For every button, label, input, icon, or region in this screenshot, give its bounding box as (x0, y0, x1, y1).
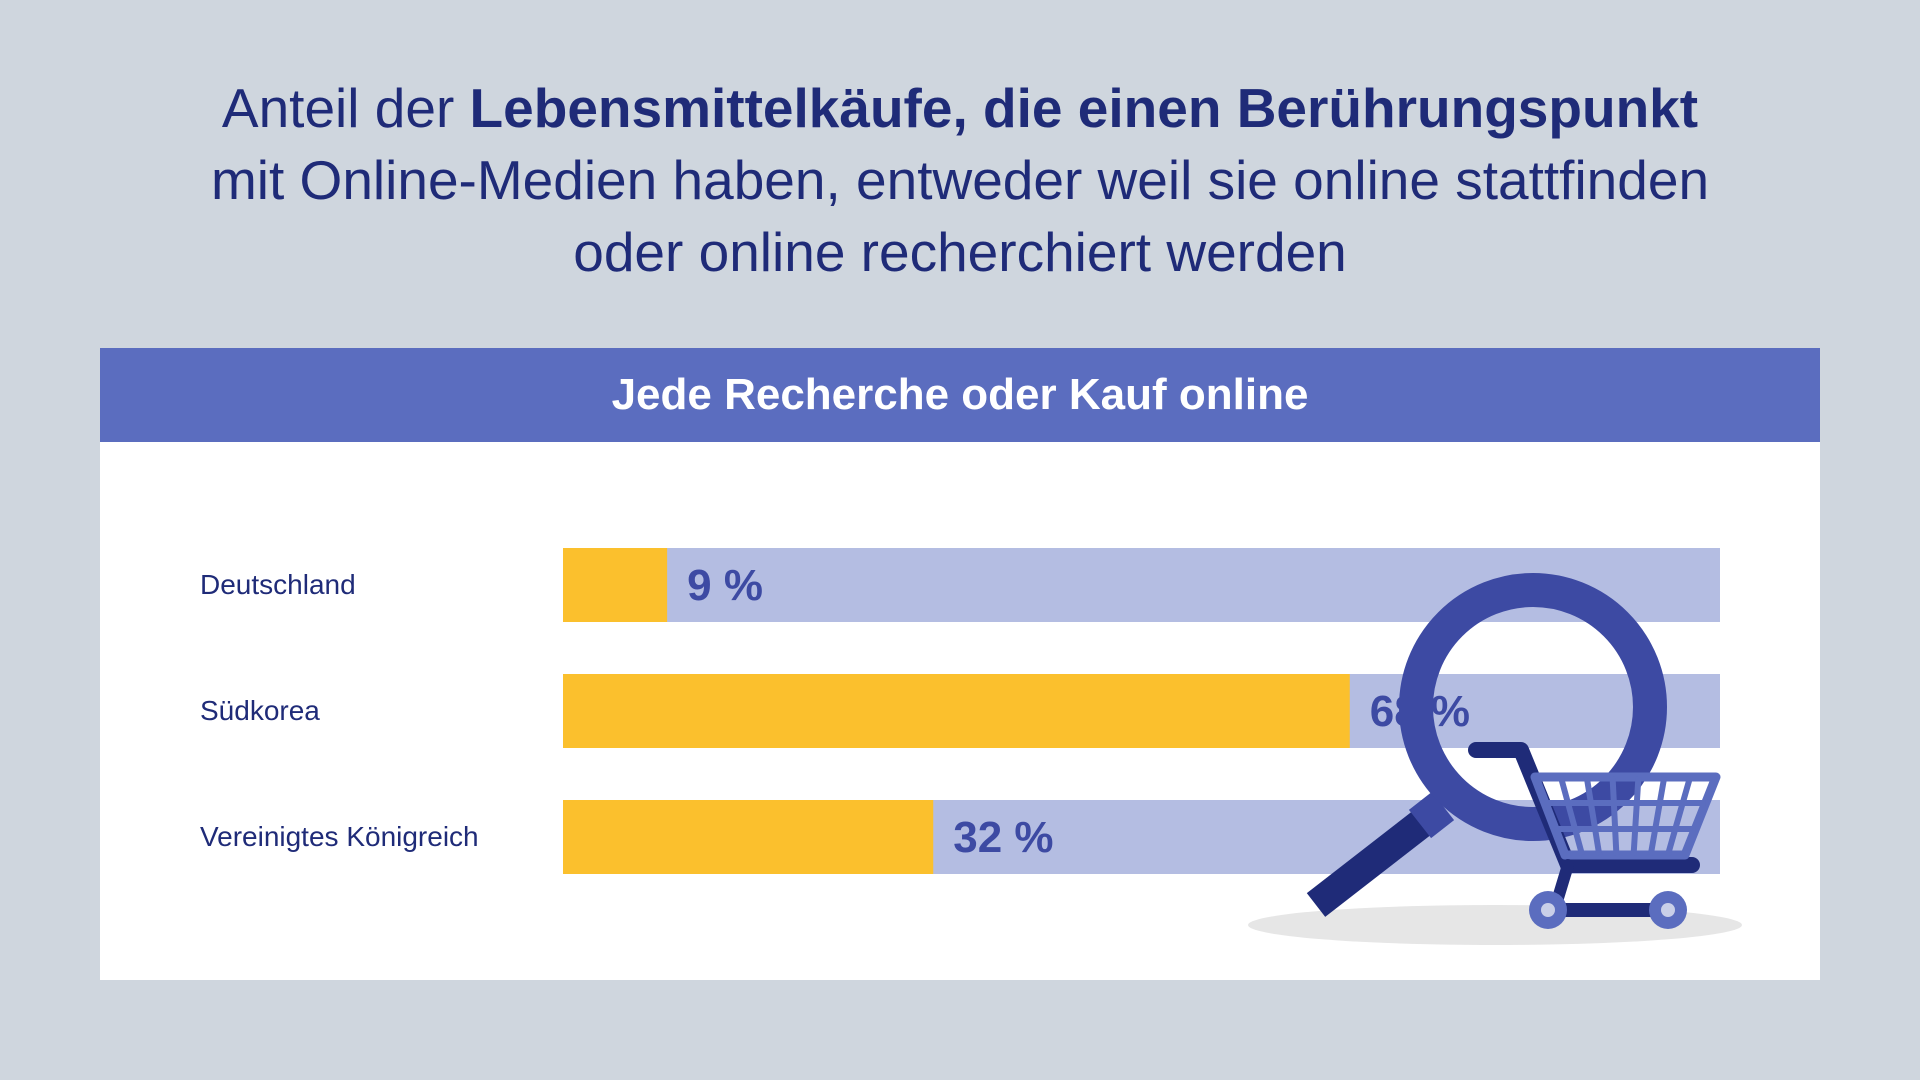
cart-basket-rib (1647, 776, 1668, 856)
magnifier-lens (1399, 573, 1667, 841)
bars-group: Deutschland 9 %Südkorea 68 %Vereinigtes Kö… (200, 548, 1720, 874)
data-label: 32 % (953, 813, 1053, 862)
headline-line-3: oder online recherchiert werden (573, 221, 1347, 283)
cart-basket-rib (1557, 776, 1586, 856)
headline-line-1-regular: Anteil der (221, 77, 470, 139)
magnifier-cart-icon (1248, 573, 1742, 945)
chart-panel: Jede Recherche oder Kauf online (100, 348, 1820, 980)
magnifier-handle (1306, 803, 1442, 917)
magnifier-collar (1408, 791, 1455, 839)
headline-line-2: mit Online-Medien haben, entweder weil s… (210, 149, 1710, 211)
category-label: Deutschland (200, 569, 356, 600)
cart-wheel-hub (1661, 903, 1675, 917)
cart-wheel-hub (1541, 903, 1555, 917)
category-label: Südkorea (200, 695, 320, 726)
chart-title: Jede Recherche oder Kauf online (100, 348, 1820, 442)
cart-basket-rib (1630, 776, 1642, 856)
category-label: Vereinigtes Königreich (200, 821, 479, 852)
headline-line-1: Anteil der Lebensmittelkäufe, die einen … (0, 72, 1920, 144)
bar (563, 674, 1350, 748)
cart-basket-rib (1583, 776, 1603, 856)
data-label: 9 % (687, 561, 763, 610)
bar (563, 800, 934, 874)
cart-basket-rib (1664, 776, 1694, 856)
headline-line-1-bold: Lebensmittelkäufe, die einen Berührungsp… (469, 77, 1699, 139)
bar (563, 548, 668, 622)
headline: Anteil der Lebensmittelkäufe, die einen … (0, 72, 1920, 288)
cart-icon (1468, 742, 1721, 929)
cart-basket-rib (1609, 776, 1620, 856)
